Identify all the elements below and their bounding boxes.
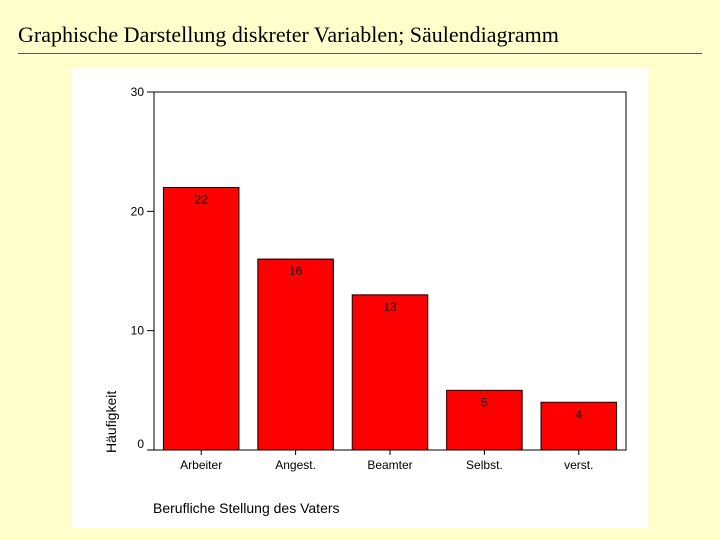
x-tick-label: Angest. [275, 458, 316, 472]
bar-value-label: 4 [575, 407, 582, 421]
plot-frame [153, 91, 627, 451]
bar-value-label: 16 [289, 264, 303, 278]
y-axis-ticks: 0 10 20 30 [131, 85, 154, 451]
x-axis-title: Berufliche Stellung des Vaters [153, 500, 340, 516]
x-tick-label: verst. [564, 458, 593, 472]
bar [162, 186, 240, 451]
bars: 22 16 13 5 4 [162, 186, 618, 451]
x-axis-ticks: Arbeiter Angest. Beamter Selbst. verst. [180, 450, 593, 472]
bar [446, 389, 523, 451]
y-axis-title: Häufigkeit [103, 391, 119, 453]
bar [351, 294, 429, 451]
y-tick-label: 30 [131, 85, 145, 99]
bar-value-label: 22 [195, 192, 209, 206]
bar-value-label: 5 [481, 395, 488, 409]
chart-panel: 0 10 20 30 22 16 13 5 4 Arbeiter Angest. Beamter S… [72, 68, 648, 528]
x-tick-label: Selbst. [466, 458, 503, 472]
y-tick-label: 0 [137, 437, 144, 451]
title-divider [18, 53, 702, 54]
bar-value-label: 13 [383, 300, 397, 314]
x-tick-label: Beamter [367, 458, 412, 472]
slide-title: Graphische Darstellung diskreter Variabl… [18, 22, 559, 47]
bar-chart: 0 10 20 30 22 16 13 5 4 Arbeiter Angest. Beamter S… [103, 85, 627, 516]
bar [257, 258, 334, 451]
y-tick-label: 10 [131, 324, 145, 338]
y-tick-label: 20 [131, 204, 145, 218]
x-tick-label: Arbeiter [180, 458, 222, 472]
